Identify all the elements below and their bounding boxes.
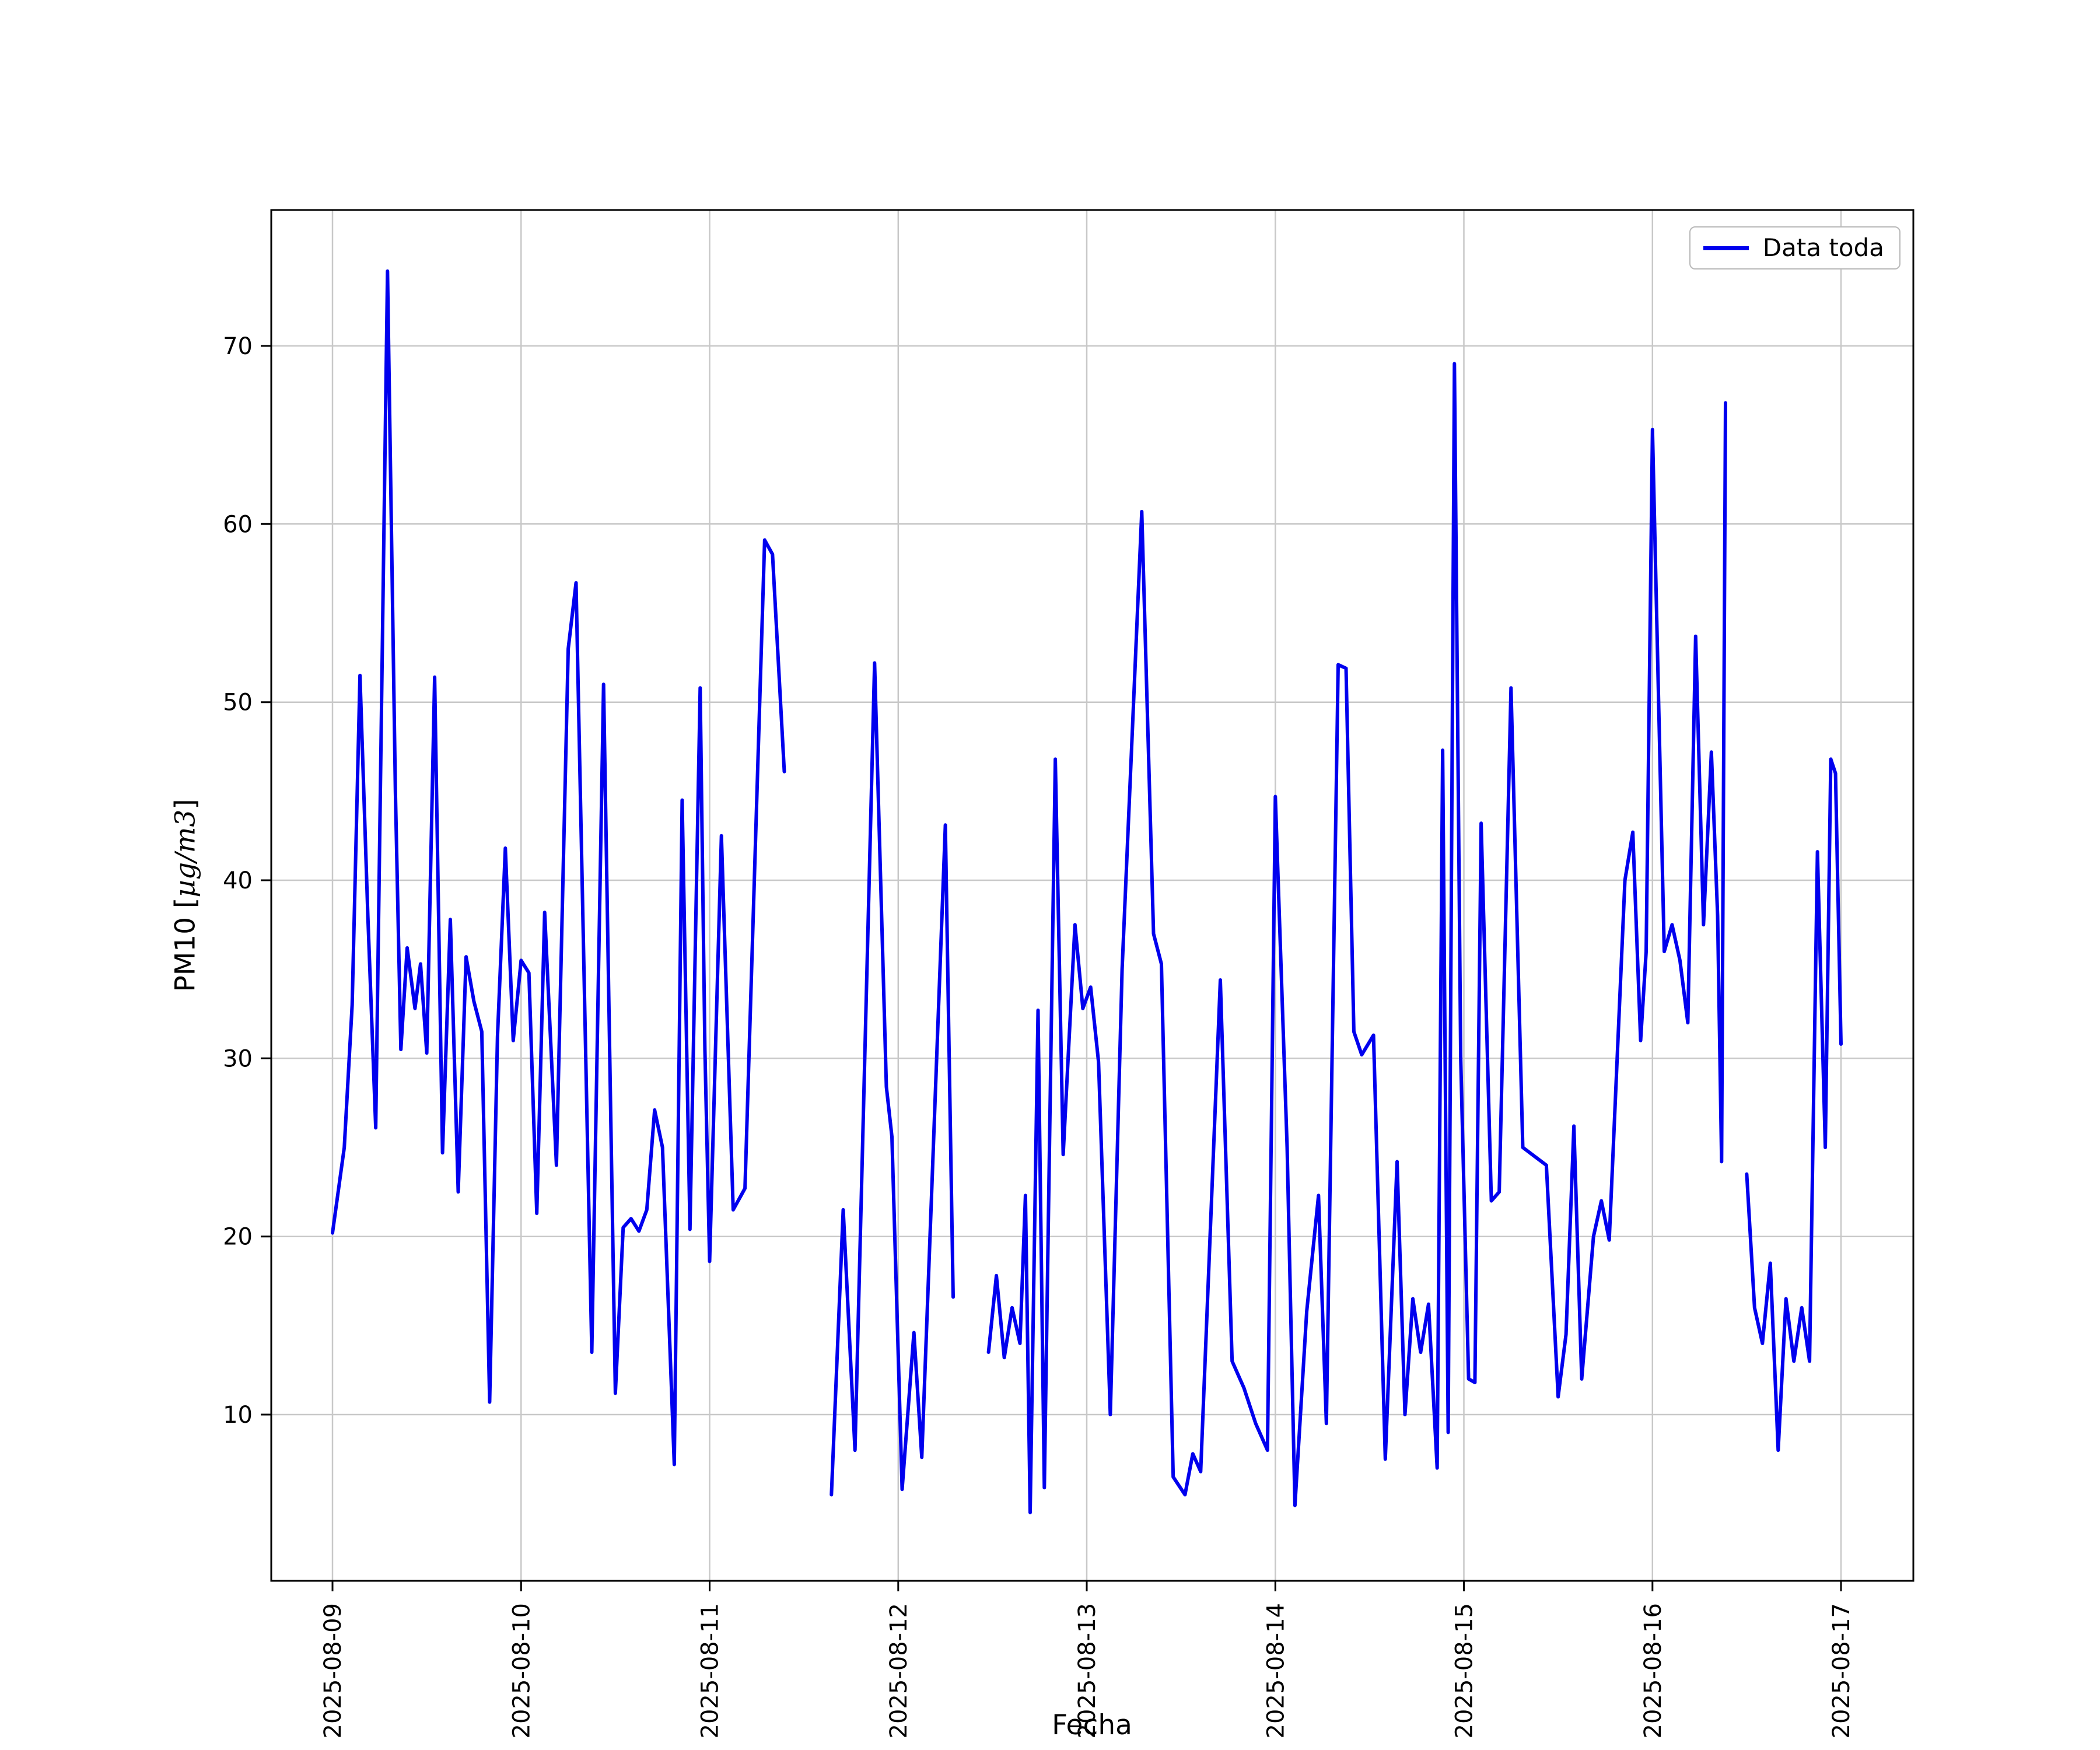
- y-tick-label: 40: [223, 867, 253, 894]
- y-axis-label: PM10 [µg/m3]: [170, 799, 202, 992]
- y-axis-label-units: µg/m3: [169, 809, 202, 898]
- y-tick-label: 20: [223, 1224, 253, 1251]
- y-tick-label: 30: [223, 1045, 253, 1072]
- legend-line-sample: [1703, 246, 1749, 250]
- y-tick-label: 50: [223, 690, 253, 716]
- x-tick-label: 2025-08-12: [886, 1603, 912, 1738]
- y-axis-label-suffix: ]: [169, 799, 202, 810]
- x-tick-label: 2025-08-10: [508, 1603, 535, 1738]
- x-tick-label: 2025-08-09: [320, 1603, 346, 1738]
- x-tick-label: 2025-08-15: [1451, 1603, 1478, 1738]
- y-tick-label: 70: [223, 333, 253, 360]
- y-tick-label: 60: [223, 511, 253, 538]
- series-line-data-toda: [331, 269, 1843, 1514]
- x-tick-label: 2025-08-16: [1640, 1603, 1667, 1738]
- x-tick-label: 2025-08-11: [697, 1603, 724, 1738]
- x-tick-label: 2025-08-14: [1262, 1603, 1289, 1738]
- y-tick-label: 10: [223, 1402, 253, 1429]
- x-tick-label: 2025-08-13: [1074, 1603, 1101, 1738]
- legend-label: Data toda: [1762, 233, 1884, 262]
- y-axis-label-prefix: PM10 [: [169, 897, 202, 992]
- x-tick-label: 2025-08-17: [1828, 1603, 1855, 1738]
- x-axis-label: Fecha: [1052, 1709, 1132, 1741]
- axes-frame: [270, 209, 1915, 1582]
- legend: Data toda: [1689, 226, 1901, 270]
